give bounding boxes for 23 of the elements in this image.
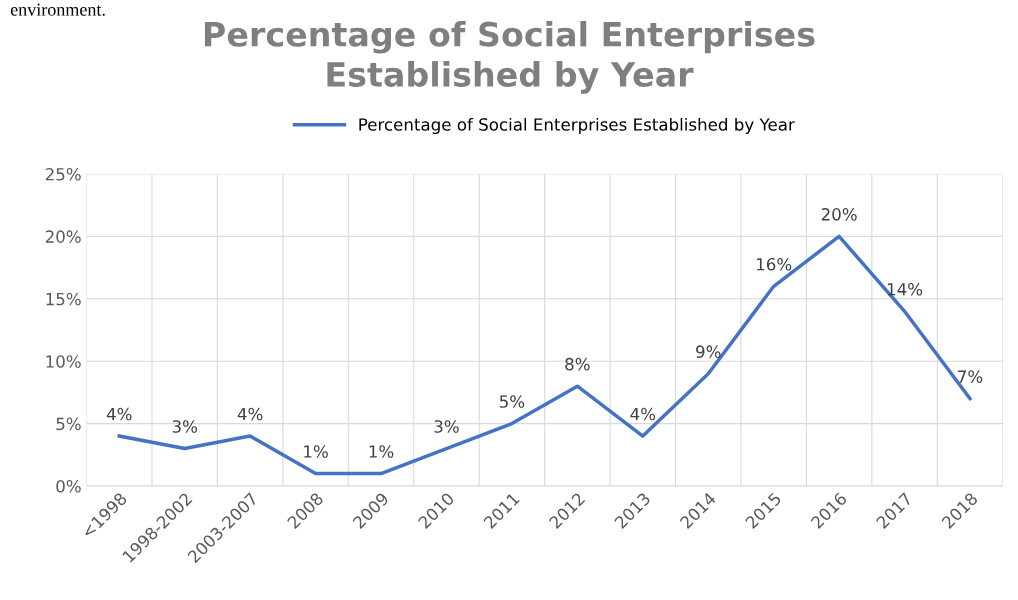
y-tick-label: 25% (45, 167, 81, 181)
data-label: 16% (756, 257, 792, 271)
data-label: 7% (958, 370, 983, 383)
y-tick-label: 15% (46, 292, 81, 306)
text: environment. (10, 3, 105, 16)
data-label: 14% (887, 282, 923, 296)
data-label: 4% (630, 407, 656, 421)
data-label: 8% (565, 357, 590, 371)
y-tick-label: 0% (56, 479, 81, 493)
y-tick-label: 10% (46, 355, 81, 368)
chart-title: Percentage of Social Enterprises Established by Year (204, 21, 815, 94)
data-label: 1% (304, 445, 328, 458)
y-tick-label: 20% (45, 230, 81, 243)
data-label: 4% (237, 407, 263, 421)
legend-label: Percentage of Social Enterprises Established by Year (359, 117, 795, 135)
y-tick-label: 5% (56, 417, 81, 431)
data-label: 20% (821, 208, 857, 221)
data-label: 1% (369, 445, 394, 458)
data-label: 3% (172, 420, 197, 433)
data-label: 3% (434, 420, 459, 433)
data-label: 9% (696, 345, 721, 358)
data-label: 4% (106, 407, 132, 421)
data-label: 5% (499, 395, 525, 408)
